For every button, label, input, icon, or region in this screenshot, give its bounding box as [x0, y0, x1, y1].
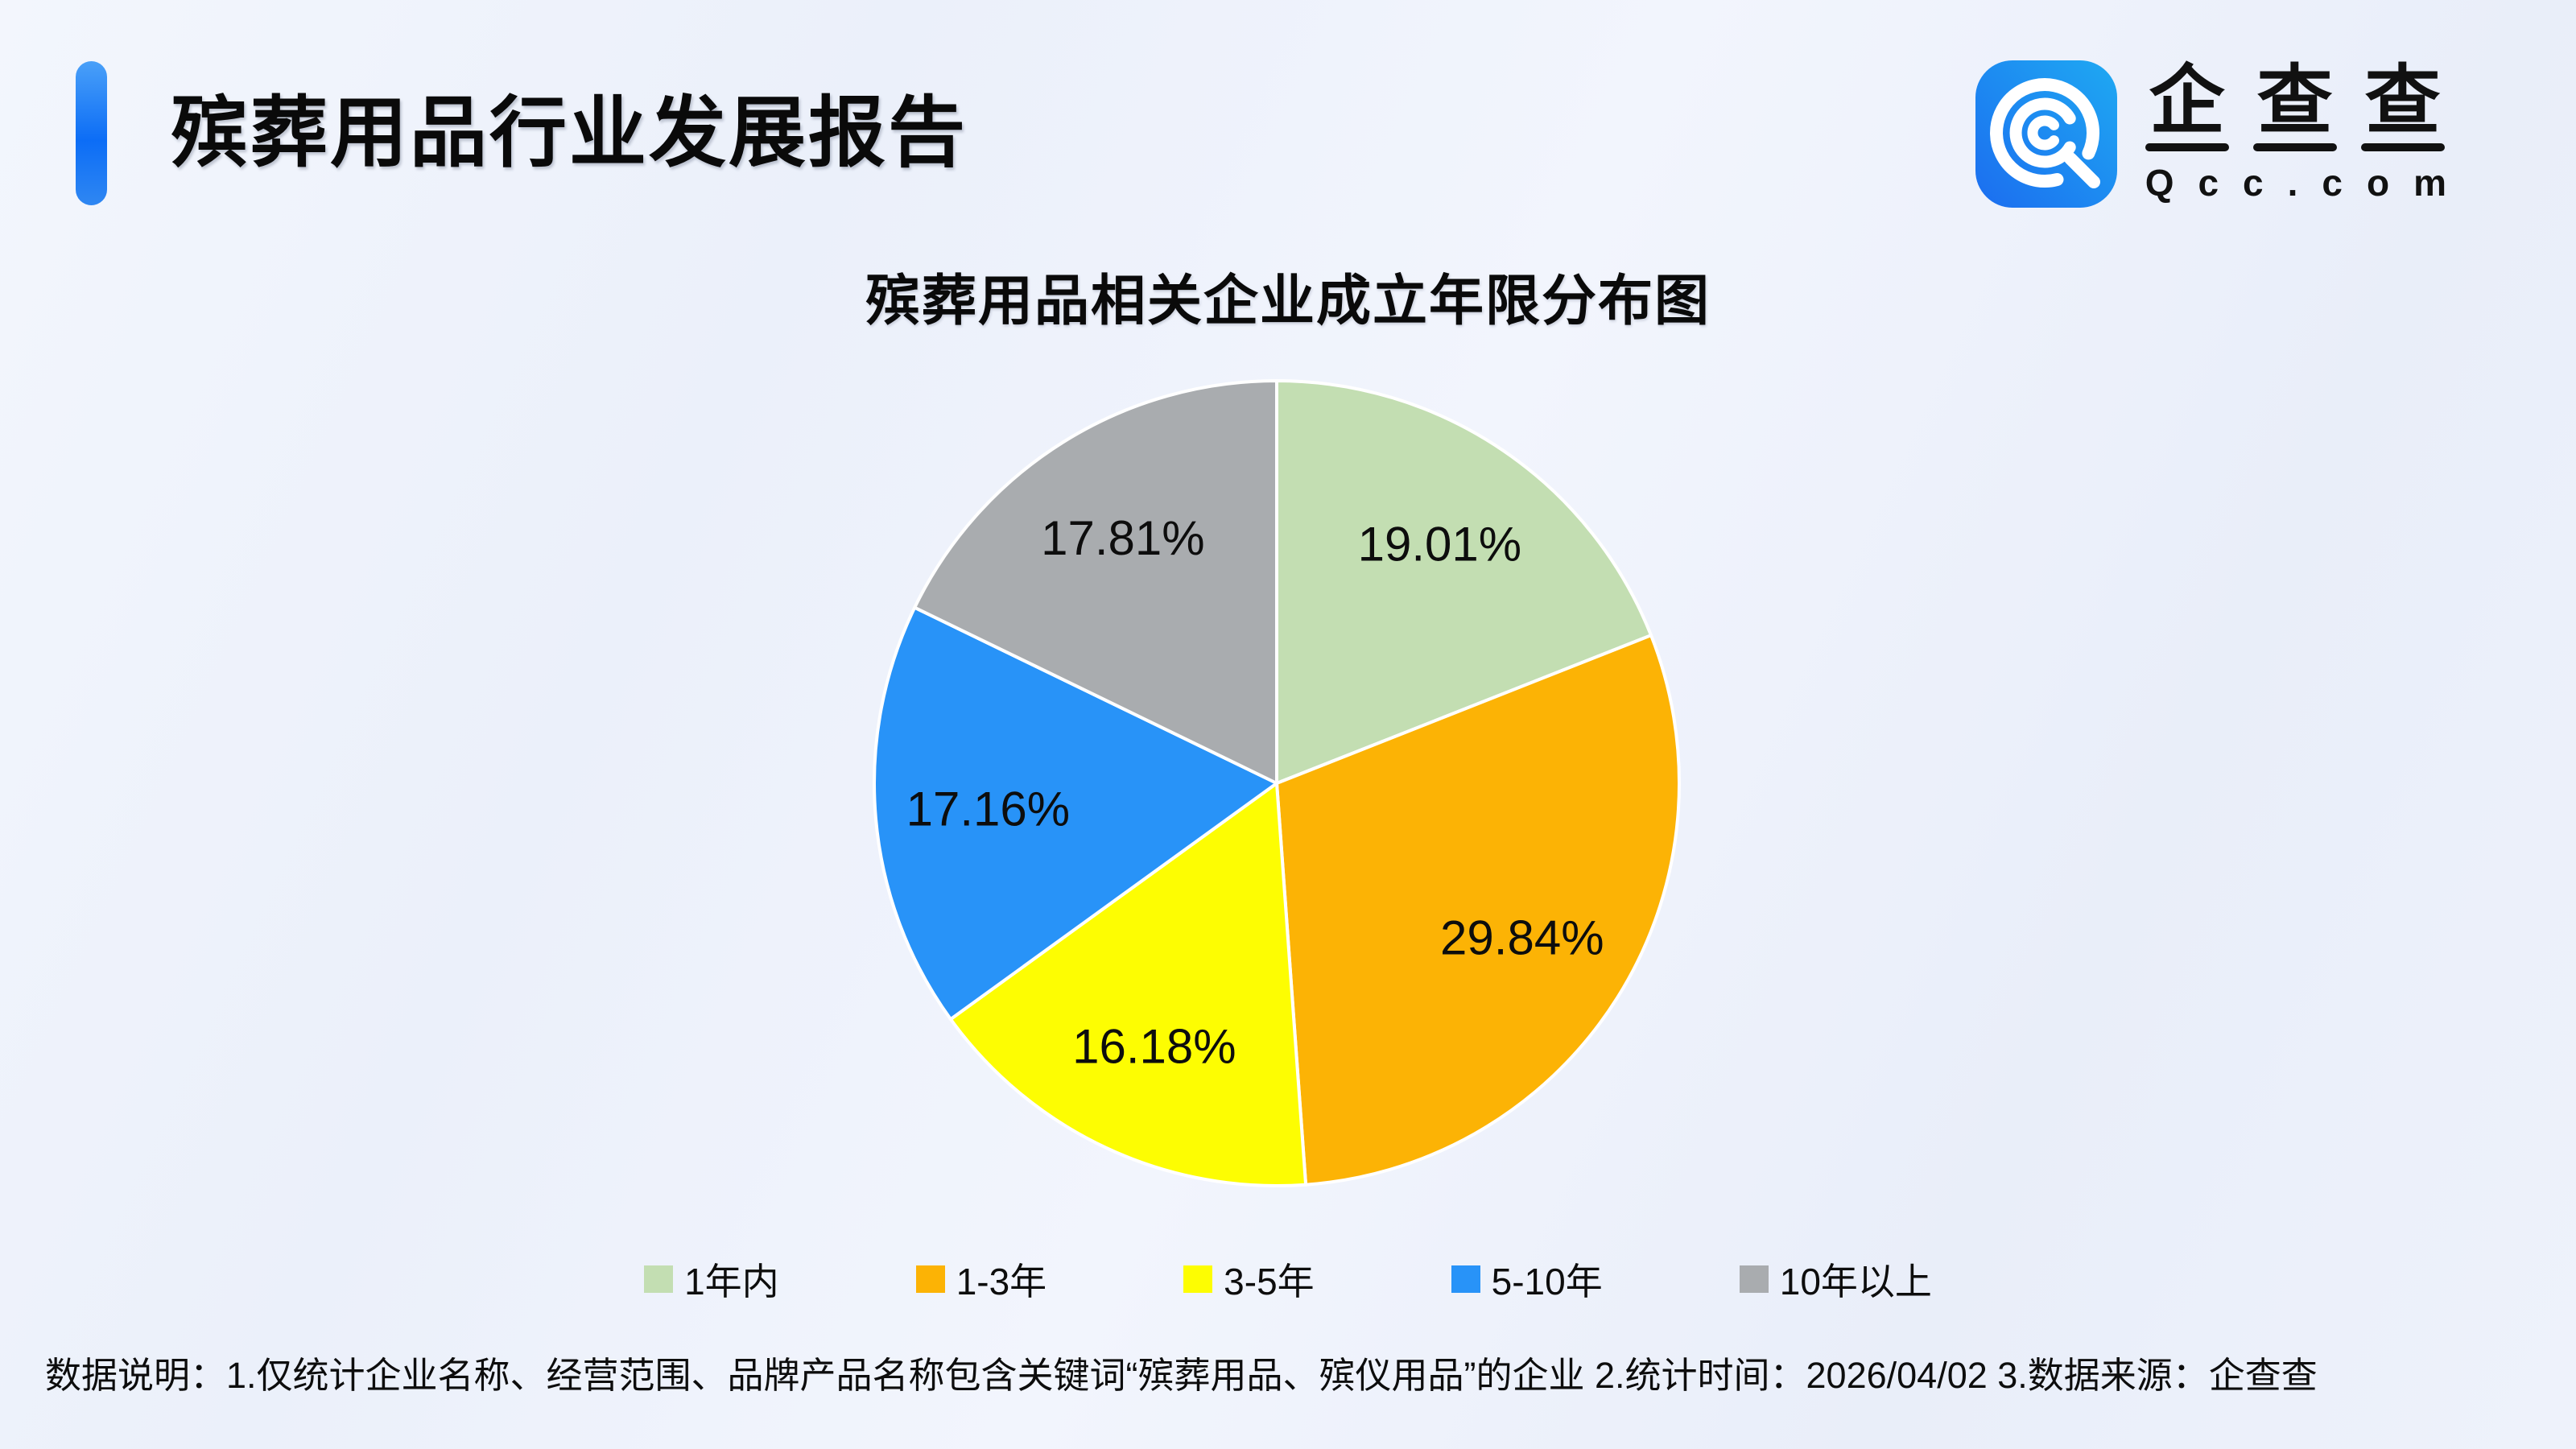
legend-item-4: 5-10年: [1451, 1253, 1603, 1306]
legend-swatch: [1739, 1265, 1769, 1293]
pie-slice-label: 17.16%: [906, 782, 1071, 836]
legend-label: 1年内: [684, 1261, 779, 1302]
pie-slice-3: [948, 782, 1308, 1188]
legend-swatch: [1183, 1265, 1213, 1293]
pie-slice-5: [913, 379, 1278, 785]
brand-domain: Qcc.com: [2145, 162, 2471, 204]
legend-item-1: 1年内: [644, 1253, 779, 1306]
pie-slice-label: 17.81%: [1041, 511, 1205, 565]
chart-legend: 1年内 1-3年 3-5年 5-10年 10年以上: [0, 1253, 2576, 1306]
data-note: 数据说明：1.仅统计企业名称、经营范围、品牌产品名称包含关键词“殡葬用品、殡仪用…: [45, 1355, 2318, 1396]
pie-slice-4: [873, 605, 1278, 1022]
brand-char-text: 查: [2364, 58, 2441, 142]
legend-label: 3-5年: [1224, 1261, 1315, 1302]
qcc-logo-text: 企 查 查 Qcc.com: [2145, 60, 2471, 204]
pie-slice-label: 29.84%: [1440, 911, 1604, 965]
brand-char-text: 查: [2256, 58, 2333, 142]
qcc-logo-icon: [1975, 60, 2117, 208]
legend-item-3: 3-5年: [1183, 1253, 1315, 1306]
brand-char: 查: [2252, 58, 2337, 151]
title-accent-bar: [76, 61, 107, 205]
pie-slice-2: [1275, 634, 1681, 1187]
brand-char-underline: [2252, 143, 2337, 151]
legend-swatch: [1451, 1265, 1480, 1293]
qcc-logo: 企 查 查 Qcc.com: [1975, 60, 2471, 208]
legend-swatch: [644, 1265, 674, 1293]
report-header: 殡葬用品行业发展报告: [76, 61, 968, 205]
legend-item-2: 1-3年: [915, 1253, 1047, 1306]
pie-slice-label: 19.01%: [1358, 517, 1522, 571]
legend-label: 5-10年: [1491, 1261, 1603, 1302]
brand-name: 企 查 查: [2145, 60, 2445, 151]
legend-item-5: 10年以上: [1739, 1253, 1932, 1306]
legend-label: 10年以上: [1779, 1261, 1932, 1302]
brand-char: 查: [2360, 58, 2445, 151]
legend-swatch: [915, 1265, 945, 1293]
brand-char: 企: [2145, 60, 2229, 151]
pie-slice-1: [1275, 379, 1653, 785]
brand-char-underline: [2360, 143, 2445, 151]
brand-char-text: 企: [2149, 58, 2225, 142]
page-title: 殡葬用品行业发展报告: [171, 90, 968, 176]
pie-chart: 19.01% 29.84% 16.18% 17.16% 17.81%: [870, 377, 1683, 1190]
legend-label: 1-3年: [956, 1261, 1047, 1302]
brand-char-underline: [2145, 143, 2229, 151]
pie-slice-label: 16.18%: [1072, 1019, 1236, 1073]
chart-title: 殡葬用品相关企业成立年限分布图: [865, 270, 1711, 332]
